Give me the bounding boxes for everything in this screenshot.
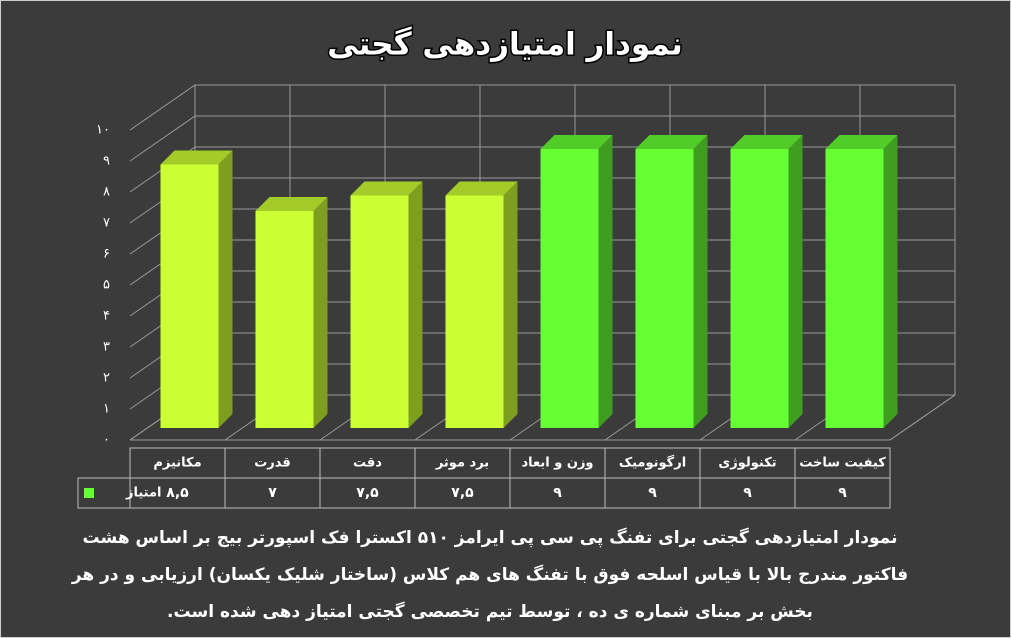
y-tick-label: ۰ [103,433,110,448]
bar [160,164,219,428]
bar-top [350,181,423,196]
value-label: ۷,۵ [356,485,379,501]
y-tick-label: ۹ [103,154,110,169]
bar [445,195,504,428]
x-tick-label: وزن و ابعاد [521,456,593,471]
value-label: ۹ [648,485,657,501]
bar-top [255,197,328,211]
legend-swatch [84,488,94,498]
x-tick-label: ارگونومیک [619,455,686,471]
floor-line [889,394,956,441]
bar-side [598,135,613,428]
bar-side [408,181,423,428]
value-label: ۷ [268,485,277,501]
x-tick-label: قدرت [254,456,291,471]
bar-top [445,181,518,196]
bar-side [218,150,233,428]
value-label: ۹ [838,485,847,501]
bar-top [730,135,803,149]
y-tick-label: ۱۰ [96,123,110,138]
bar-side [313,197,328,428]
bar-top [635,135,708,149]
x-tick-label: مکانیزم [153,456,201,471]
bar [350,195,409,428]
bar-side [788,135,803,428]
table-cell [794,477,891,509]
y-tick-label: ۵ [103,278,110,293]
table-cell [77,477,131,509]
bar-side [883,135,898,428]
y-tick-label: ۴ [103,309,110,324]
y-tick-label: ۱ [103,402,110,417]
value-label: ۷,۵ [451,485,474,501]
bar [730,149,789,428]
value-label: ۹ [743,485,752,501]
bar-side [503,181,518,428]
bar-top [160,150,233,165]
value-label: ۸,۵ [166,485,189,501]
legend-label: امتیاز [125,486,161,501]
bar-top [540,135,613,149]
description-line: فاکتور مندرج بالا با قیاس اسلحه فوق با ت… [71,564,908,585]
chart-title: نمودار امتیازدهی گجتی [327,26,683,63]
y-tick-label: ۷ [103,216,110,231]
bar [255,211,314,428]
bar [540,149,599,428]
value-label: ۹ [553,485,562,501]
description-line: نمودار امتیازدهی گجتی برای تفنگ پی سی پی… [83,527,898,548]
bar-side [693,135,708,428]
bar-top [825,135,898,149]
y-tick-label: ۳ [103,340,110,355]
x-tick-label: برد موثر [435,456,489,471]
y-tick-label: ۲ [103,371,110,386]
y-tick-label: ۸ [103,185,110,200]
bar [635,149,694,428]
x-tick-label: کیفیت ساخت [799,456,886,471]
x-tick-label: دقت [353,456,382,471]
y-tick-label: ۶ [103,247,110,262]
description-line: بخش بر مبنای شماره ی ده ، توسط تیم تخصصی… [167,601,813,622]
x-tick-label: تکنولوژی [718,456,776,471]
bar [825,149,884,428]
